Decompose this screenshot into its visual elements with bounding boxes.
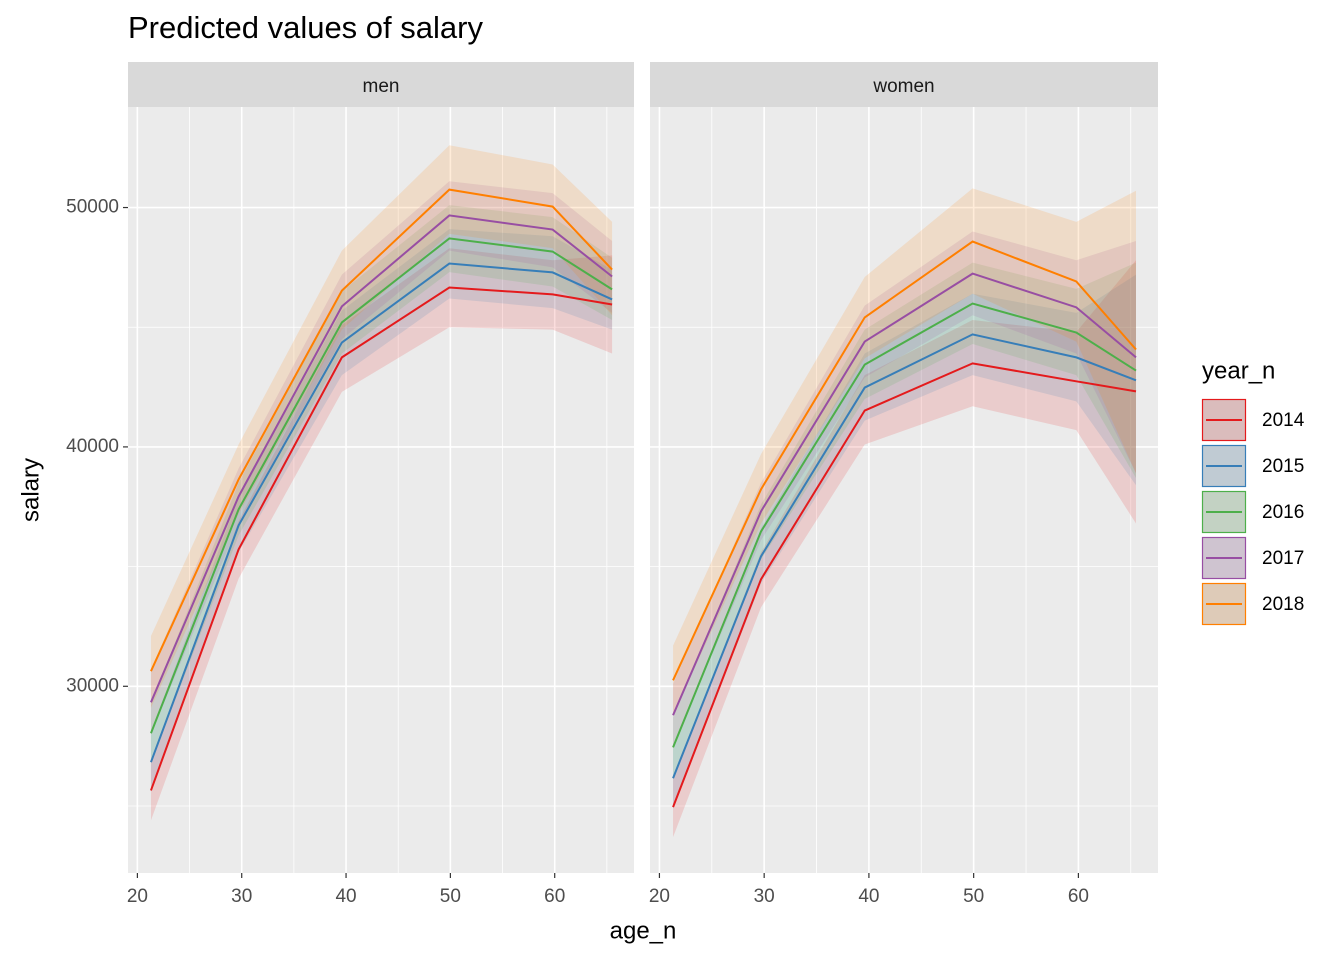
y-tick-label: 40000 bbox=[66, 436, 119, 457]
strip-background bbox=[128, 62, 634, 107]
confidence-band bbox=[150, 229, 613, 792]
legend-label: 2018 bbox=[1262, 594, 1304, 615]
line bbox=[150, 188, 613, 672]
line bbox=[150, 214, 613, 703]
confidence-band bbox=[673, 188, 1137, 716]
x-tick-label: 20 bbox=[127, 886, 148, 907]
strip-label: men bbox=[363, 76, 400, 97]
line bbox=[672, 240, 1137, 681]
confidence-band bbox=[673, 262, 1137, 778]
legend-label: 2016 bbox=[1262, 502, 1304, 523]
x-tick-label: 50 bbox=[440, 886, 461, 907]
confidence-band bbox=[673, 231, 1137, 747]
line bbox=[672, 333, 1137, 779]
line bbox=[672, 302, 1137, 748]
legend-label: 2014 bbox=[1262, 410, 1305, 431]
line bbox=[150, 237, 613, 734]
line bbox=[672, 272, 1137, 716]
chart-title: Predicted values of salary bbox=[128, 10, 483, 45]
confidence-band bbox=[673, 274, 1137, 809]
legend-label: 2017 bbox=[1262, 548, 1304, 569]
legend-title: year_n bbox=[1202, 357, 1275, 384]
x-tick-label: 60 bbox=[1068, 886, 1089, 907]
x-tick-label: 40 bbox=[858, 886, 879, 907]
x-tick-label: 60 bbox=[544, 886, 565, 907]
confidence-band bbox=[150, 145, 613, 708]
legend-label: 2015 bbox=[1262, 456, 1304, 477]
confidence-band bbox=[673, 260, 1137, 838]
panel-background bbox=[650, 107, 1158, 873]
y-tick-label: 30000 bbox=[66, 675, 119, 696]
strip-label: women bbox=[872, 76, 934, 97]
confidence-band bbox=[150, 248, 613, 821]
strip-background bbox=[650, 62, 1158, 107]
line bbox=[150, 262, 613, 763]
line bbox=[150, 286, 613, 791]
line bbox=[672, 362, 1137, 808]
x-tick-label: 50 bbox=[963, 886, 984, 907]
x-tick-label: 20 bbox=[649, 886, 670, 907]
x-tick-label: 30 bbox=[231, 886, 252, 907]
y-tick-label: 50000 bbox=[66, 197, 119, 218]
y-axis-title: salary bbox=[17, 458, 44, 522]
x-axis-title: age_n bbox=[610, 917, 677, 944]
x-tick-label: 30 bbox=[754, 886, 775, 907]
panel-background bbox=[128, 107, 634, 873]
x-tick-label: 40 bbox=[335, 886, 356, 907]
